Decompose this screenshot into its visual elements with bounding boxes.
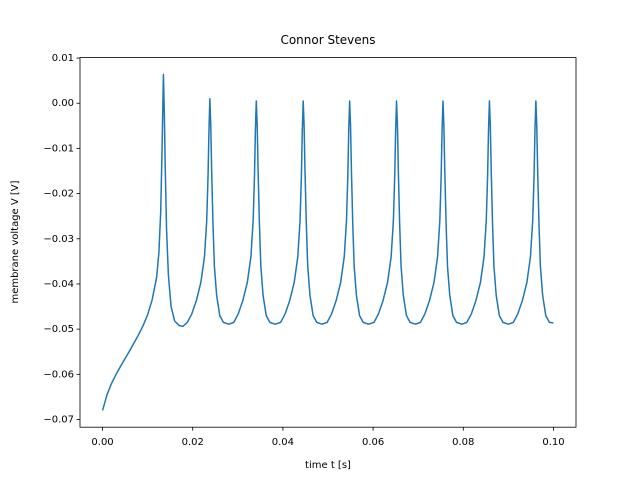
x-tick-label: 0.04 — [272, 437, 294, 448]
y-tick-label: −0.06 — [43, 369, 74, 380]
y-tick-label: 0.00 — [52, 98, 74, 109]
x-tick-label: 0.10 — [542, 437, 564, 448]
y-tick-label: −0.07 — [43, 415, 74, 426]
y-tick-label: −0.03 — [43, 234, 74, 245]
x-tick-label: 0.08 — [452, 437, 474, 448]
x-tick-label: 0.02 — [182, 437, 204, 448]
axes-frame — [79, 57, 577, 428]
y-tick-label: −0.02 — [43, 189, 74, 200]
x-tick-label: 0.00 — [91, 437, 113, 448]
y-tick-label: −0.01 — [43, 143, 74, 154]
y-axis-label: membrane voltage V [V] — [10, 180, 21, 303]
chart-title: Connor Stevens — [280, 33, 375, 47]
y-tick-label: 0.01 — [52, 53, 74, 64]
x-axis-label: time t [s] — [305, 460, 351, 471]
y-tick-label: −0.04 — [43, 279, 74, 290]
data-line — [101, 73, 554, 411]
y-tick-label: −0.05 — [43, 324, 74, 335]
x-tick-label: 0.06 — [362, 437, 384, 448]
